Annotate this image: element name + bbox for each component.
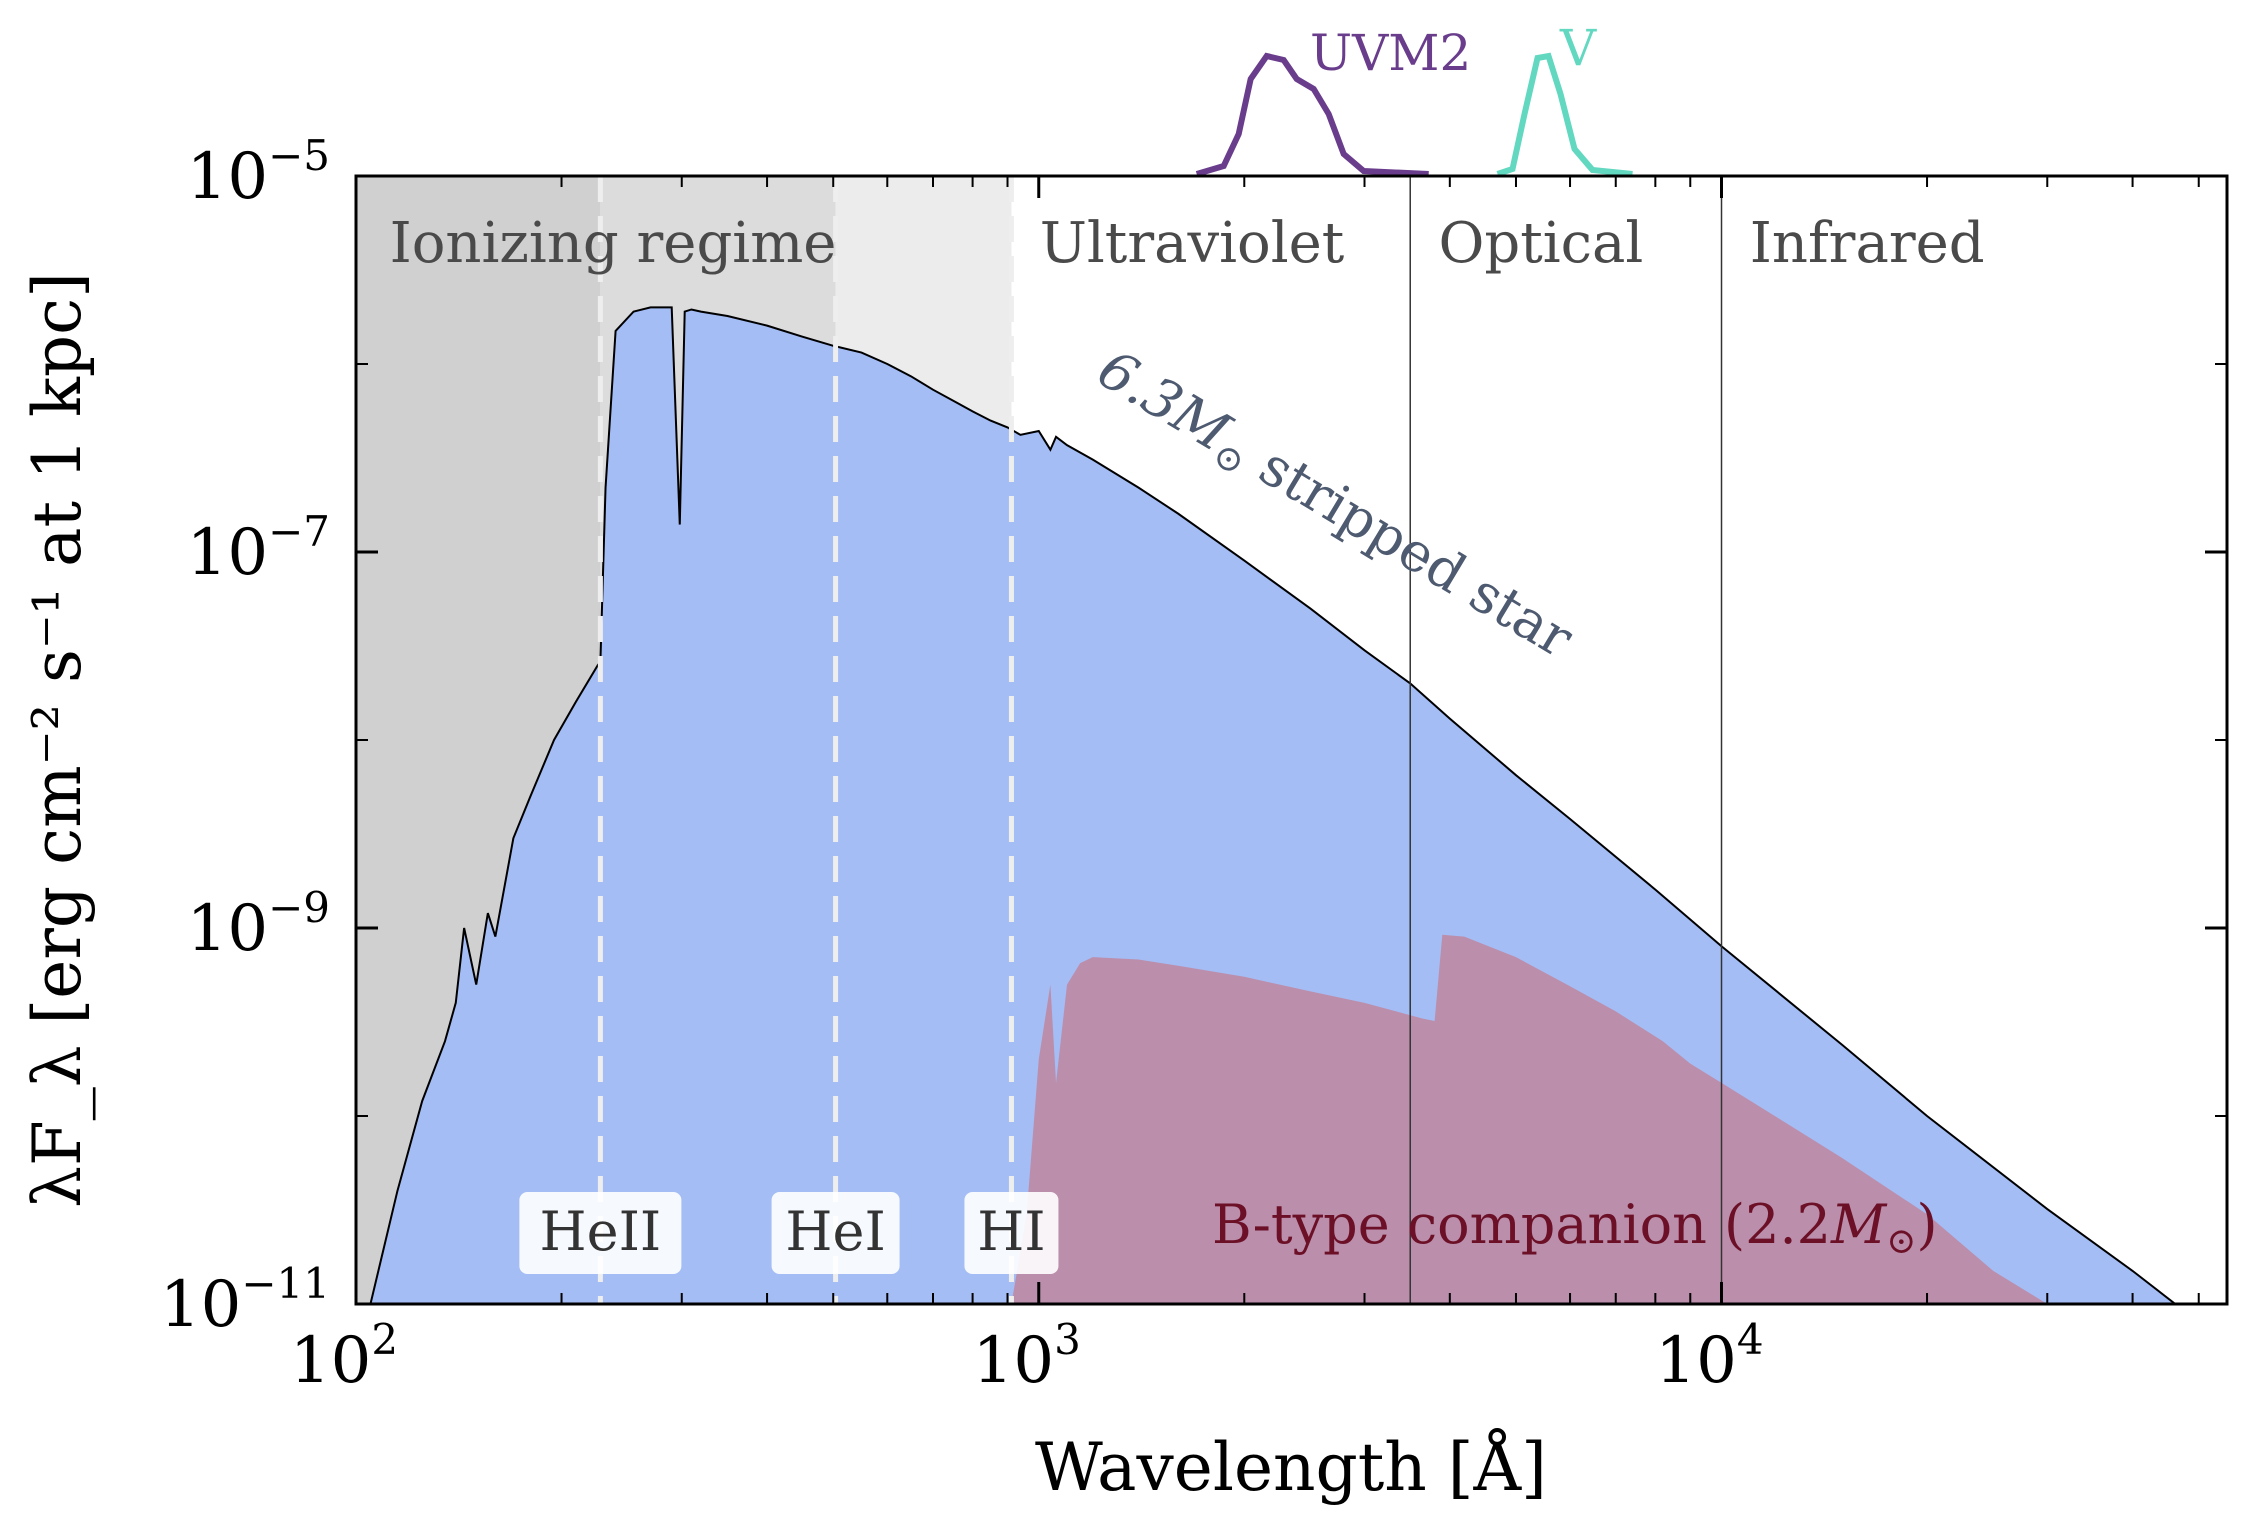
region-labels: Ionizing regime Ultraviolet Optical Infr… bbox=[390, 211, 1985, 276]
hi-label-box bbox=[964, 1192, 1059, 1274]
v-filter-curve bbox=[1496, 52, 1633, 177]
region-label-ultraviolet: Ultraviolet bbox=[1040, 211, 1345, 276]
filter-curves: UVM2 V bbox=[1195, 19, 1633, 177]
ionization-edges bbox=[597, 176, 1014, 1304]
y-tick-label: 10−9 bbox=[187, 883, 330, 966]
heii-label: HeII bbox=[540, 1200, 662, 1263]
uvm2-filter-curve bbox=[1195, 52, 1429, 177]
x-axis-label: Wavelength [Å] bbox=[1035, 1429, 1547, 1506]
y-axis: 10−5 10−7 10−9 10−11 bbox=[160, 131, 2227, 1342]
region-label-infrared: Infrared bbox=[1750, 211, 1985, 276]
x-tick-label: 102 bbox=[290, 1315, 398, 1398]
region-boundaries bbox=[1409, 176, 1723, 1304]
stripped-star-spectrum bbox=[370, 307, 2199, 1304]
region-label-optical: Optical bbox=[1438, 211, 1643, 276]
y-tick-label: 10−11 bbox=[160, 1259, 330, 1342]
v-filter-label: V bbox=[1559, 19, 1597, 77]
x-axis: 102 103 104 bbox=[290, 176, 2200, 1398]
y-axis-label: λF_λ [erg cm⁻² s⁻¹ at 1 kpc] bbox=[19, 272, 96, 1208]
hi-label: HI bbox=[977, 1200, 1045, 1263]
companion-label: B-type companion (2.2M⊙) bbox=[1212, 1193, 1938, 1262]
companion-spectrum bbox=[1011, 934, 2048, 1304]
x-tick-label: 103 bbox=[973, 1315, 1081, 1398]
x-tick-label: 104 bbox=[1655, 1315, 1763, 1398]
y-tick-label: 10−7 bbox=[187, 507, 330, 590]
region-label-ionizing: Ionizing regime bbox=[390, 211, 837, 276]
hei-label-box bbox=[771, 1192, 900, 1274]
hei-label: HeI bbox=[785, 1200, 885, 1263]
spectra bbox=[369, 306, 2199, 1304]
stripped-star-envelope bbox=[369, 306, 2177, 1304]
heii-label-box bbox=[519, 1192, 682, 1274]
ionization-labels: HeII HeI HI bbox=[519, 1192, 1059, 1274]
uvm2-filter-label: UVM2 bbox=[1310, 24, 1471, 82]
y-tick-label: 10−5 bbox=[187, 131, 330, 214]
